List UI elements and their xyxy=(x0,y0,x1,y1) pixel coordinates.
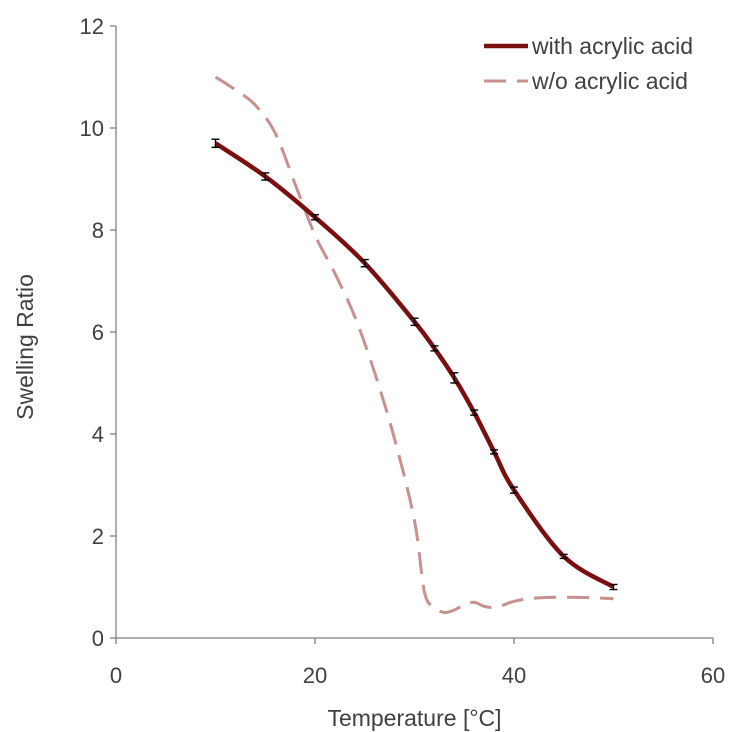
legend-item: w/o acrylic acid xyxy=(484,68,688,94)
error-bar xyxy=(430,345,439,352)
series-line xyxy=(214,75,614,615)
y-tick-label: 12 xyxy=(80,14,104,39)
y-tick-label: 0 xyxy=(92,626,104,651)
series-layer xyxy=(211,75,618,615)
legend-label: with acrylic acid xyxy=(531,33,693,59)
series-0 xyxy=(211,138,618,591)
error-bar xyxy=(211,138,220,149)
x-axis-title: Temperature [°C] xyxy=(327,705,501,731)
legend-item: with acrylic acid xyxy=(484,33,693,59)
error-bar xyxy=(609,583,618,591)
error-bar xyxy=(261,172,270,181)
y-ticks: 0 2 4 6 8 10 12 xyxy=(80,14,116,651)
series-line xyxy=(214,141,615,589)
error-bar xyxy=(490,449,499,455)
error-bar xyxy=(311,213,319,221)
error-bar xyxy=(470,409,479,416)
error-bar xyxy=(360,258,369,268)
error-bar xyxy=(510,486,518,494)
y-tick-label: 8 xyxy=(92,218,104,243)
x-ticks: 0 20 40 60 xyxy=(110,638,725,688)
axes: 0 2 4 6 8 10 12 0 20 40 60 xyxy=(80,14,726,688)
x-tick-label: 20 xyxy=(303,663,327,688)
x-tick-label: 40 xyxy=(502,663,526,688)
y-tick-label: 4 xyxy=(92,422,104,447)
error-bar xyxy=(410,317,419,327)
error-bar xyxy=(450,372,459,384)
y-tick-label: 10 xyxy=(80,116,104,141)
y-axis-title: Swelling Ratio xyxy=(12,274,38,420)
x-tick-label: 60 xyxy=(701,663,725,688)
legend: with acrylic acid w/o acrylic acid xyxy=(484,33,693,94)
x-tick-label: 0 xyxy=(110,663,122,688)
error-bar xyxy=(559,553,568,560)
y-tick-label: 2 xyxy=(92,524,104,549)
series-1 xyxy=(214,75,614,615)
legend-label: w/o acrylic acid xyxy=(531,68,688,94)
y-tick-label: 6 xyxy=(92,320,104,345)
